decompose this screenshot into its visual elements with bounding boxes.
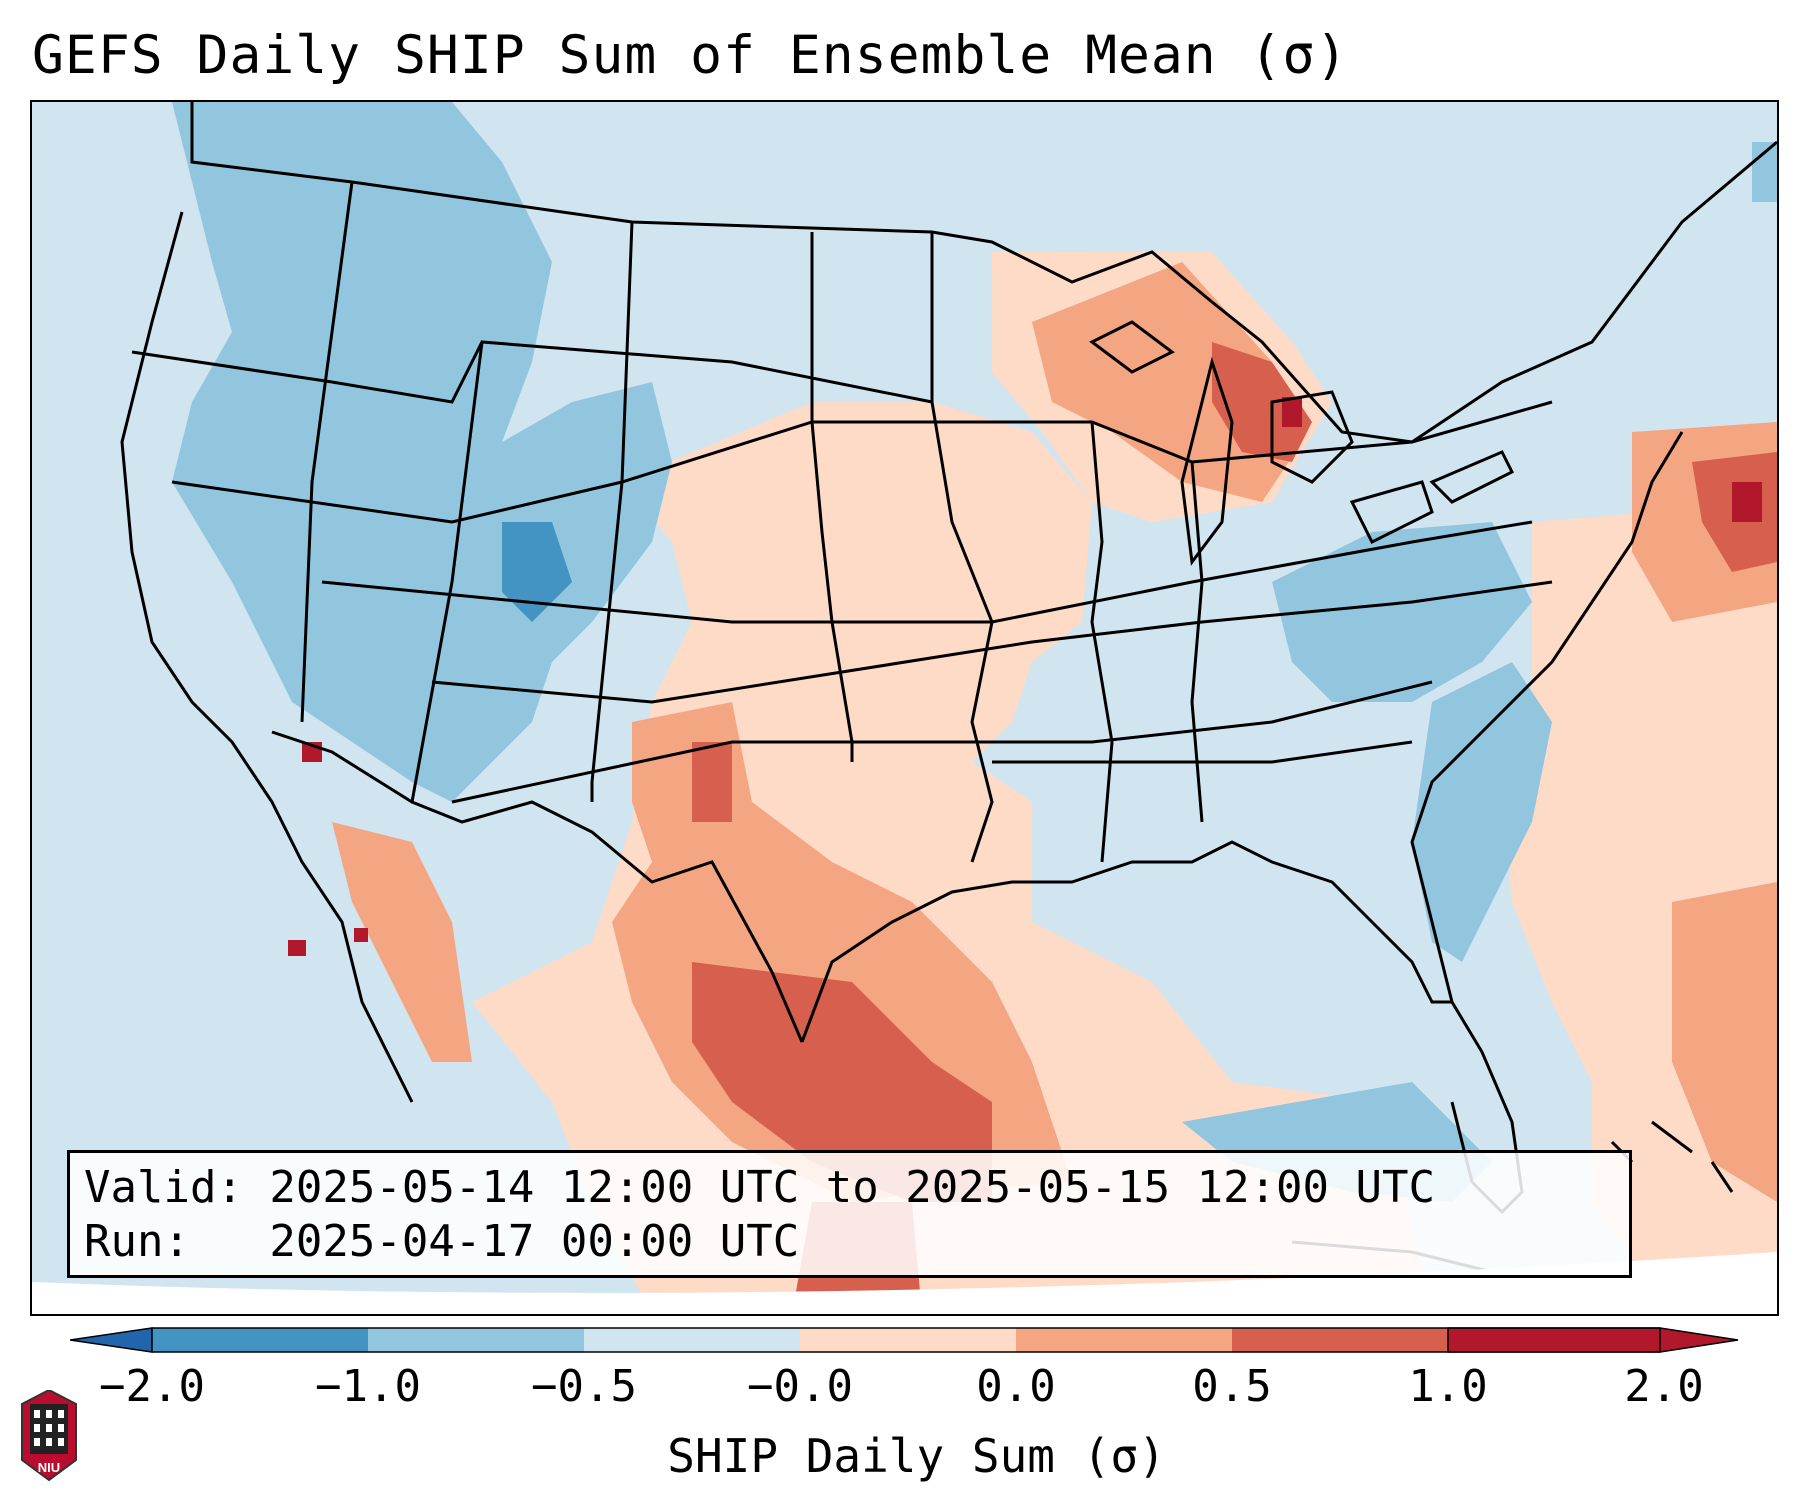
logo-text: NIU (38, 1460, 60, 1475)
colorbar-bin-5 (1016, 1328, 1232, 1352)
colorbar-bin-3 (584, 1328, 800, 1352)
colorbar-extend-low (70, 1327, 153, 1353)
colorbar-bin-2 (368, 1328, 584, 1352)
colorbar-label: SHIP Daily Sum (σ) (667, 1429, 1166, 1483)
colorbar-bin-6 (1232, 1328, 1448, 1352)
valid-time-text: Valid: 2025-05-14 12:00 UTC to 2025-05-1… (84, 1162, 1436, 1213)
map-canvas (32, 102, 1777, 1314)
positive-anomaly-fill (288, 252, 1777, 1314)
niu-logo-icon: NIU (21, 1390, 77, 1482)
colorbar-tick: −1.0 (315, 1361, 421, 1412)
colorbar-tick: 2.0 (1624, 1361, 1704, 1412)
colorbar-bin-1 (152, 1328, 368, 1352)
colorbar-tick: 0.5 (1192, 1361, 1272, 1412)
run-time-text: Run: 2025-04-17 00:00 UTC (84, 1216, 800, 1267)
colorbar-extend-high (1447, 1327, 1739, 1353)
valid-run-box: Valid: 2025-05-14 12:00 UTC to 2025-05-1… (67, 1150, 1632, 1278)
colorbar-tick: 1.0 (1408, 1361, 1488, 1412)
colorbar-tick: 0.0 (976, 1361, 1056, 1412)
map-title: GEFS Daily SHIP Sum of Ensemble Mean (σ) (32, 25, 1349, 86)
colorbar-tick: −2.0 (99, 1361, 205, 1412)
colorbar-tick: −0.5 (531, 1361, 637, 1412)
boundary-lines (120, 102, 1777, 1284)
colorbar (70, 1327, 1739, 1353)
negative-anomaly-fill (172, 102, 1777, 1202)
colorbar-tick: −0.0 (747, 1361, 853, 1412)
map-panel (30, 100, 1779, 1316)
colorbar-bin-4 (800, 1328, 1016, 1352)
